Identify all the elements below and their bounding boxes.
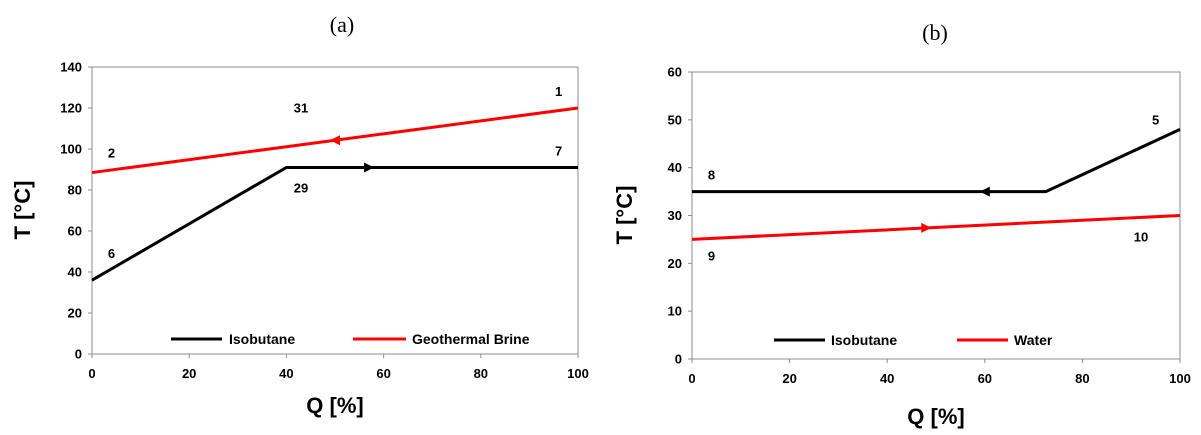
state-point-label: 1 xyxy=(555,84,562,99)
x-axis-title: Q [%] xyxy=(907,404,964,429)
y-axis-title: T [°C] xyxy=(10,181,35,240)
series-line-isobutane xyxy=(692,128,1181,194)
y-tick-label: 0 xyxy=(675,352,682,367)
flow-arrow-icon xyxy=(979,186,990,197)
state-point-label: 29 xyxy=(294,180,308,195)
panel-label: (b) xyxy=(922,20,948,45)
flow-arrow-icon xyxy=(364,162,375,173)
legend-label: Isobutane xyxy=(229,331,295,347)
y-tick-label: 60 xyxy=(668,65,682,80)
state-point-label: 31 xyxy=(294,101,308,116)
x-tick-label: 0 xyxy=(688,371,695,386)
y-tick-label: 10 xyxy=(668,304,682,319)
y-tick-label: 60 xyxy=(68,224,82,239)
x-tick-label: 60 xyxy=(376,366,390,381)
state-point-label: 5 xyxy=(1152,112,1159,127)
x-tick-label: 40 xyxy=(880,371,894,386)
y-tick-label: 20 xyxy=(68,306,82,321)
y-tick-label: 40 xyxy=(668,160,682,175)
state-point-label: 9 xyxy=(708,249,715,264)
x-tick-label: 20 xyxy=(782,371,796,386)
state-point-label: 10 xyxy=(1134,230,1148,245)
flow-arrow-icon xyxy=(921,222,932,233)
series-line-isobutane xyxy=(91,165,578,282)
plot-frame xyxy=(691,71,1181,360)
y-tick-label: 50 xyxy=(668,112,682,127)
series-line-water xyxy=(691,214,1181,241)
state-point-label: 6 xyxy=(108,246,115,261)
x-tick-label: 100 xyxy=(567,366,589,381)
y-tick-label: 80 xyxy=(68,183,82,198)
y-tick-label: 100 xyxy=(60,142,82,157)
state-point-label: 2 xyxy=(108,146,115,161)
x-tick-label: 20 xyxy=(182,366,196,381)
legend-label: Water xyxy=(1014,332,1053,348)
state-point-label: 7 xyxy=(555,144,562,159)
y-tick-label: 120 xyxy=(60,101,82,116)
panel-label: (a) xyxy=(330,12,354,37)
y-tick-label: 140 xyxy=(60,60,82,75)
x-tick-label: 100 xyxy=(1169,371,1191,386)
x-tick-label: 40 xyxy=(279,366,293,381)
plot-frame xyxy=(91,66,579,355)
chart-panel-a: (a) 0 20 40 60 80 100 120 140 0 20 40 60 80 100 Q [%] T … xyxy=(10,12,589,418)
y-axis-title: T [°C] xyxy=(612,186,637,245)
x-tick-label: 80 xyxy=(474,366,488,381)
y-tick-label: 0 xyxy=(75,347,82,362)
x-tick-label: 80 xyxy=(1075,371,1089,386)
y-tick-label: 40 xyxy=(68,265,82,280)
state-point-label: 8 xyxy=(708,167,715,182)
flow-arrow-icon xyxy=(330,135,340,146)
y-tick-label: 20 xyxy=(668,256,682,271)
chart-panel-b: (b) 0 10 20 30 40 50 60 0 20 40 60 80 100 Q [%] T [°C] I… xyxy=(612,20,1191,429)
x-tick-label: 60 xyxy=(978,371,992,386)
x-tick-label: 0 xyxy=(88,366,95,381)
legend-label: Geothermal Brine xyxy=(412,331,530,347)
y-tick-label: 30 xyxy=(668,208,682,223)
legend-label: Isobutane xyxy=(831,332,897,348)
x-axis-title: Q [%] xyxy=(306,393,363,418)
